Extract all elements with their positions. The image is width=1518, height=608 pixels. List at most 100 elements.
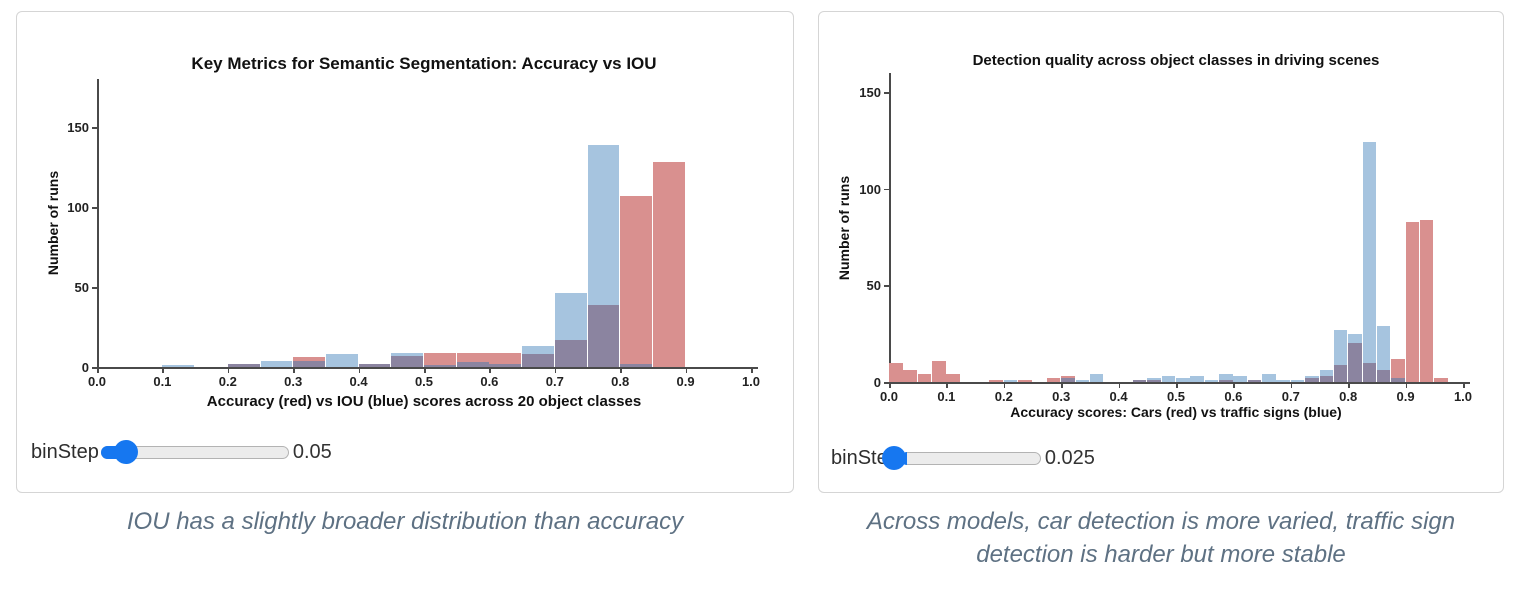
- slider-label: binStep: [831, 446, 899, 469]
- histogram-bar-red: [489, 352, 522, 364]
- histogram-bar-blue: [260, 360, 293, 367]
- histogram-bar-overlap: [1247, 380, 1262, 382]
- bin-step-slider: binStep 0.05: [31, 436, 332, 468]
- y-axis-tick: [884, 188, 889, 191]
- histogram-bar-blue: [1362, 142, 1377, 363]
- histogram-bar-blue: [1204, 380, 1219, 382]
- histogram-bar-blue: [1233, 376, 1247, 382]
- x-tick-label: 0.8: [1339, 389, 1358, 404]
- x-tick-label: 0.2: [994, 389, 1013, 404]
- x-axis-tick: [293, 368, 295, 373]
- histogram-bar-blue: [1376, 325, 1391, 371]
- x-tick-label: 0.3: [284, 374, 303, 389]
- histogram-bar-blue: [1262, 374, 1276, 382]
- y-axis-line: [97, 79, 99, 367]
- histogram-bar-overlap: [391, 355, 424, 367]
- x-tick-label: 0.2: [218, 374, 237, 389]
- histogram-bar-overlap: [293, 360, 326, 367]
- histogram-bar-blue: [1190, 376, 1204, 382]
- histogram-bar-red: [456, 352, 489, 363]
- histogram-bar-overlap: [1333, 364, 1348, 382]
- y-tick-label: 50: [866, 278, 881, 294]
- y-axis-line: [889, 73, 891, 382]
- histogram-bar-blue: [1290, 380, 1305, 382]
- slider-thumb[interactable]: [881, 446, 906, 470]
- x-tick-label: 0.8: [611, 374, 630, 389]
- histogram-bar-overlap: [424, 365, 456, 367]
- histogram-bar-overlap: [1219, 380, 1233, 382]
- histogram-bar-overlap: [1147, 380, 1161, 382]
- x-tick-label: 0.7: [1281, 389, 1300, 404]
- histogram-bar-blue: [1319, 370, 1334, 377]
- histogram-bar-blue: [325, 354, 358, 367]
- histogram-bar-blue: [1147, 378, 1161, 381]
- x-tick-label: 0.1: [153, 374, 172, 389]
- slider-track[interactable]: [881, 446, 1041, 470]
- chart-title: Detection quality across object classes …: [972, 52, 1380, 69]
- slider-thumb[interactable]: [113, 440, 138, 464]
- chart-title: Key Metrics for Semantic Segmentation: A…: [191, 54, 657, 73]
- histogram-bar-blue: [1075, 380, 1090, 382]
- histogram-bar-overlap: [1132, 380, 1147, 382]
- histogram-bar-red: [1434, 378, 1448, 382]
- histogram-bar-overlap: [1061, 378, 1075, 382]
- x-tick-label: 0.5: [1166, 389, 1186, 404]
- x-tick-label: 0.4: [1109, 389, 1128, 404]
- histogram-bar-overlap: [358, 363, 391, 367]
- histogram-bar-red: [989, 380, 1003, 382]
- caption-left: IOU has a slightly broader distribution …: [126, 508, 684, 535]
- x-tick-label: 1.0: [741, 374, 761, 389]
- x-tick-label: 0.6: [480, 374, 499, 389]
- histogram-bar-red: [889, 362, 903, 382]
- slider-value: 0.05: [292, 440, 332, 463]
- histogram-bar-red: [946, 374, 960, 382]
- x-axis-tick: [946, 383, 948, 388]
- histogram-plot: 0 50 100 150 0.0 0.1 0.2 0.3 0.4 0.5 0.6 0.7 0.8 0.9 1…: [17, 12, 793, 492]
- histogram-bar-red: [903, 370, 917, 382]
- x-axis-tick: [1405, 383, 1408, 388]
- y-axis-tick: [884, 92, 889, 94]
- x-tick-label: 0.0: [879, 389, 899, 404]
- y-axis-tick: [884, 382, 889, 384]
- x-axis-tick: [97, 368, 99, 373]
- x-axis-line: [888, 382, 1470, 384]
- x-tick-label: 0.9: [676, 374, 695, 389]
- histogram-bar-red: [620, 195, 653, 364]
- histogram-bar-red: [1018, 380, 1032, 382]
- x-tick-label: 0.6: [1224, 389, 1243, 404]
- chart-panel-right: Detection quality across object classes …: [818, 11, 1504, 493]
- x-axis-tick: [889, 383, 891, 388]
- slider-track[interactable]: [100, 440, 289, 464]
- slider-label: binStep: [31, 440, 99, 463]
- x-axis-tick: [1118, 383, 1121, 388]
- slider-value: 0.025: [1044, 446, 1095, 469]
- histogram-bar-overlap: [227, 363, 260, 367]
- histogram-bar-blue: [1276, 380, 1290, 382]
- histogram-bar-blue: [1003, 380, 1018, 382]
- x-axis-tick: [1176, 383, 1178, 388]
- x-axis-tick: [489, 368, 491, 373]
- histogram-bar-blue: [1089, 374, 1104, 382]
- x-tick-label: 1.0: [1453, 389, 1473, 404]
- histogram-bar-overlap: [1305, 378, 1319, 382]
- x-tick-label: 0.4: [349, 374, 368, 389]
- x-tick-label: 0.0: [87, 374, 107, 389]
- x-axis-tick: [227, 368, 230, 373]
- histogram-bar-red: [917, 374, 932, 382]
- histogram-bar-overlap: [489, 363, 522, 367]
- caption-right: Across models, car detection is more var…: [866, 508, 1456, 568]
- histogram-bar-red: [1419, 219, 1434, 382]
- histogram-bar-blue: [1333, 329, 1348, 365]
- histogram-bar-overlap: [1376, 370, 1391, 382]
- y-axis-tick: [92, 127, 97, 129]
- y-tick-label: 100: [859, 181, 881, 197]
- y-axis-tick: [92, 207, 97, 209]
- y-axis-tick: [92, 287, 97, 289]
- histogram-bar-blue: [554, 293, 587, 340]
- x-axis-tick: [358, 368, 361, 373]
- x-tick-label: 0.3: [1052, 389, 1071, 404]
- y-tick-label: 0: [81, 360, 89, 375]
- histogram-bar-overlap: [620, 363, 653, 367]
- x-tick-label: 0.9: [1396, 389, 1415, 404]
- y-tick-label: 50: [74, 280, 89, 295]
